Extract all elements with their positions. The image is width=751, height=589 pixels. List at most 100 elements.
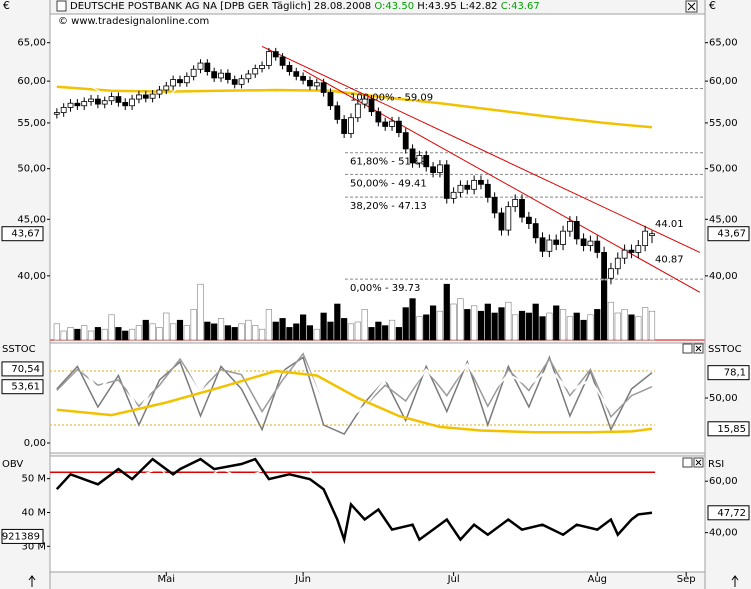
scroll-arrow[interactable] xyxy=(28,575,36,587)
window-buttons[interactable] xyxy=(56,0,704,468)
volume-bar xyxy=(128,328,136,341)
volume-bar xyxy=(170,323,177,341)
candle-body xyxy=(293,71,300,77)
candle-body xyxy=(224,72,231,80)
price-panel xyxy=(49,13,706,341)
value-box xyxy=(1,528,44,544)
candle-body xyxy=(546,239,553,252)
volume-bar xyxy=(498,307,505,341)
candle-body xyxy=(587,240,594,247)
volume-bar xyxy=(238,323,245,341)
volume-bar xyxy=(211,323,218,341)
volume-bar xyxy=(286,327,293,341)
candle-body xyxy=(327,92,334,107)
trendline-label: 44.01 xyxy=(655,219,684,230)
volume-bar xyxy=(204,321,211,341)
candle-body xyxy=(170,79,177,87)
volume-bar xyxy=(443,283,450,341)
candle-body xyxy=(512,199,519,208)
candle-body xyxy=(115,96,122,103)
panel-button[interactable] xyxy=(682,457,693,468)
candle-body xyxy=(204,62,211,73)
volume-bar xyxy=(471,305,478,341)
candle-body xyxy=(457,184,464,193)
x-tick-label: Sep xyxy=(677,574,696,585)
currency-label: € xyxy=(709,0,716,12)
candle-body xyxy=(478,179,484,185)
scroll-arrow[interactable] xyxy=(731,575,739,587)
volume-bar xyxy=(464,309,471,341)
volume-bar xyxy=(505,301,512,341)
indicator-line xyxy=(56,369,653,434)
volume-bar xyxy=(375,321,382,341)
settings-button[interactable] xyxy=(56,0,67,12)
candle-body xyxy=(142,94,149,99)
candle-body xyxy=(101,100,108,105)
volume-bar xyxy=(628,314,635,341)
candle-body xyxy=(416,155,423,164)
volume-bar xyxy=(183,325,190,341)
candle-body xyxy=(354,103,361,119)
volume-bar xyxy=(409,298,416,341)
volume-bar xyxy=(190,309,197,341)
volume-bar xyxy=(621,309,628,341)
fib-label: 38,20% - 47.13 xyxy=(350,201,427,212)
candle-body xyxy=(525,216,532,224)
volume-bar xyxy=(600,280,608,341)
y-tick-label: 55,00 xyxy=(17,118,46,129)
candle-body xyxy=(259,64,265,69)
volume-bar xyxy=(60,330,67,341)
candle-body xyxy=(341,119,348,134)
candle-body xyxy=(177,79,183,84)
currency-label: € xyxy=(3,0,10,12)
close-icon xyxy=(695,345,702,352)
volume-bar xyxy=(594,309,601,341)
candle-body xyxy=(389,120,395,127)
volume-bar xyxy=(580,319,587,341)
volume-bar xyxy=(484,303,491,341)
volume-bar xyxy=(224,325,231,341)
indicator-line xyxy=(56,346,653,424)
panel-title: SSTOC xyxy=(2,344,36,355)
ohlc-label: C:43.67 xyxy=(501,1,540,12)
candle-body xyxy=(368,98,375,113)
x-tick-label: Jul xyxy=(447,574,460,585)
indicator-line xyxy=(56,355,653,436)
volume-bar xyxy=(559,309,567,341)
candle-body xyxy=(238,78,245,85)
candle-body xyxy=(334,105,341,120)
candle-body xyxy=(231,79,238,85)
volume-bar xyxy=(539,316,546,341)
panel-button[interactable] xyxy=(682,343,693,354)
indicator-line xyxy=(56,44,653,220)
volume-bar xyxy=(197,283,204,341)
candle-body xyxy=(307,79,313,87)
y-tick-label: 60,00 xyxy=(17,76,46,87)
value-box-label: 78,1 xyxy=(724,368,746,379)
volume-bar xyxy=(74,328,81,341)
y-tick-label: 45,00 xyxy=(709,214,738,225)
y-tick-label: 0,00 xyxy=(24,438,46,449)
candle-body xyxy=(300,75,307,81)
candle-body xyxy=(409,148,416,164)
candle-body xyxy=(129,98,135,107)
candle-body xyxy=(539,237,546,252)
volume-bar xyxy=(429,305,437,341)
y-tick-label: 50,00 xyxy=(709,393,738,404)
volume-bar xyxy=(279,318,286,341)
candle-body xyxy=(566,221,573,232)
candle-body xyxy=(395,120,402,134)
value-box-label: 43,67 xyxy=(717,229,746,240)
candle-body xyxy=(348,117,354,134)
y-tick-label: 65,00 xyxy=(17,38,46,49)
candle-body xyxy=(614,257,621,270)
candle-body xyxy=(94,98,101,105)
volume-bar xyxy=(587,314,594,341)
candle-body xyxy=(498,212,505,231)
y-tick-label: 45,00 xyxy=(17,214,46,225)
fib-label: 100,00% - 59.09 xyxy=(350,92,433,103)
candle-body xyxy=(423,155,430,168)
sstoc-panel xyxy=(49,342,706,454)
volume-bar xyxy=(87,330,95,341)
volume-bar xyxy=(566,316,573,341)
